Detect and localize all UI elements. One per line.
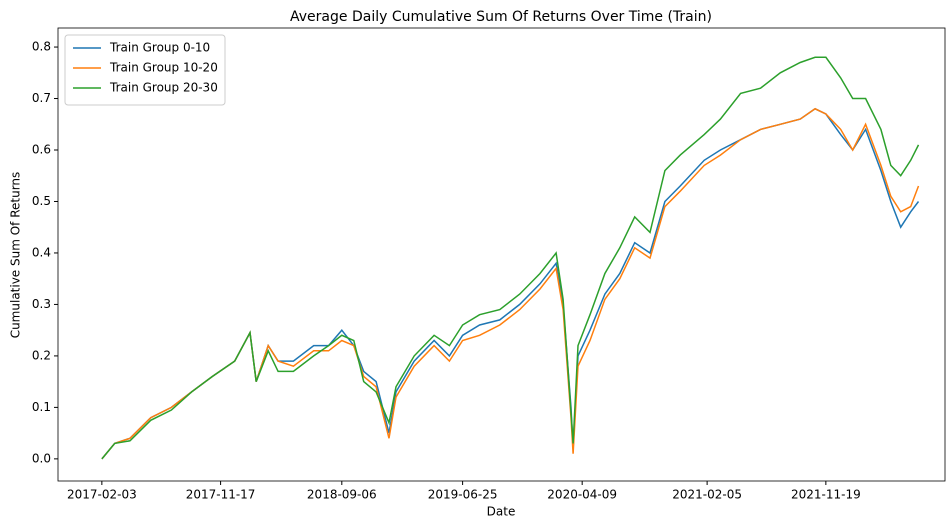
x-tick-label: 2021-11-19 xyxy=(791,488,861,502)
y-axis-label: Cumulative Sum Of Returns xyxy=(9,172,23,339)
x-tick-label: 2018-09-06 xyxy=(307,488,377,502)
x-tick-label: 2019-06-25 xyxy=(428,488,498,502)
y-tick-label: 0.7 xyxy=(32,91,51,105)
x-tick-label: 2021-02-05 xyxy=(672,488,742,502)
legend-box xyxy=(64,34,226,106)
x-tick-label: 2020-04-09 xyxy=(547,488,617,502)
y-tick-label: 0.8 xyxy=(32,40,51,54)
series-line xyxy=(101,56,920,460)
plot-frame xyxy=(57,27,946,482)
x-tick-label: 2017-02-03 xyxy=(67,488,137,502)
y-tick-label: 0.6 xyxy=(32,143,51,157)
x-axis-label: Date xyxy=(487,505,516,519)
legend-label: Train Group 0-10 xyxy=(109,41,210,55)
y-tick-label: 0.0 xyxy=(32,451,51,465)
y-tick-label: 0.3 xyxy=(32,297,51,311)
x-tick-label: 2017-11-17 xyxy=(186,488,256,502)
legend-label: Train Group 10-20 xyxy=(109,61,218,75)
y-tick-label: 0.4 xyxy=(32,245,51,259)
series-line xyxy=(101,107,920,460)
y-tick-label: 0.1 xyxy=(32,400,51,414)
chart-title: Average Daily Cumulative Sum Of Returns … xyxy=(290,9,712,25)
legend-label: Train Group 20-30 xyxy=(109,81,218,95)
series-line xyxy=(101,107,920,460)
y-tick-label: 0.5 xyxy=(32,194,51,208)
y-tick-label: 0.2 xyxy=(32,348,51,362)
